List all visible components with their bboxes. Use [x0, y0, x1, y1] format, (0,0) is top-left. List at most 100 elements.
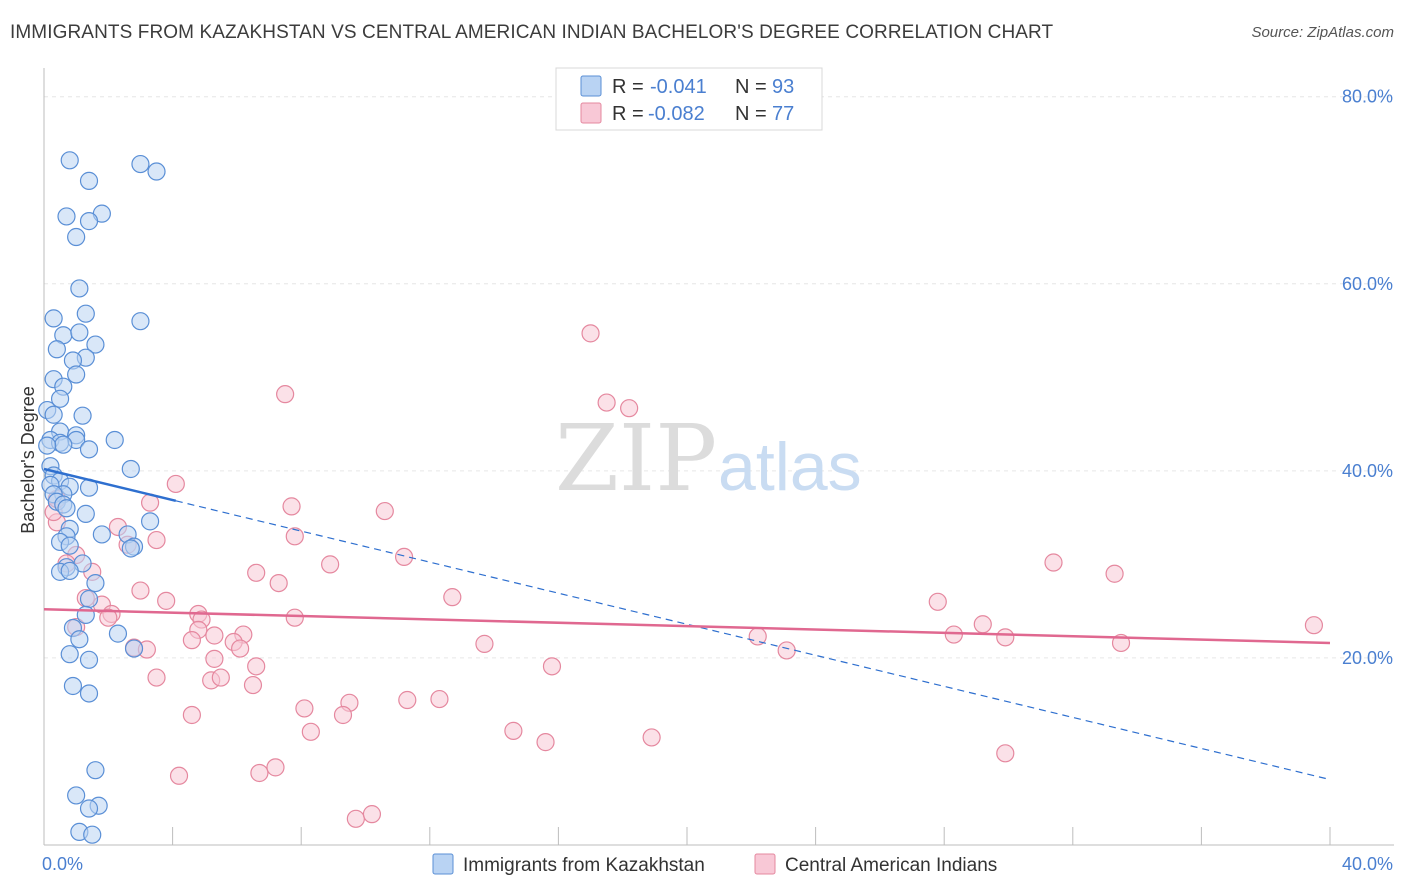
- blue-point-64: [108, 624, 128, 643]
- pink-point-57: [536, 733, 555, 752]
- y-tick-label-3: 80.0%: [1342, 87, 1393, 107]
- pink-point-51: [398, 690, 417, 710]
- blue-point-70: [79, 684, 99, 703]
- legend-r-label-blue: R =: [612, 76, 644, 98]
- legend-r-value-pink: -0.082: [648, 103, 705, 125]
- pink-point-67: [944, 625, 963, 644]
- pink-point-17: [394, 547, 414, 567]
- pink-point-60: [250, 763, 269, 783]
- blue-point-46: [76, 504, 95, 523]
- pink-point-23: [443, 588, 462, 607]
- pink-point-21: [269, 573, 288, 593]
- y-tick-labels: 20.0% 40.0% 60.0% 80.0%: [1342, 87, 1393, 668]
- blue-point-74: [79, 799, 99, 818]
- legend-bottom-swatch-pink: [754, 853, 776, 875]
- pink-point-68: [973, 615, 992, 634]
- pink-point-58: [642, 728, 661, 747]
- series-central-american-indians: [44, 324, 1324, 828]
- pink-point-40: [231, 639, 250, 658]
- trend-line-pink: [43, 608, 1331, 645]
- blue-point-65: [70, 630, 89, 649]
- pink-point-3: [276, 385, 295, 404]
- pink-point-12: [285, 527, 304, 546]
- blue-point-13: [70, 323, 89, 342]
- pink-point-13: [147, 530, 166, 550]
- pink-point-52: [430, 689, 449, 709]
- blue-point-72: [67, 786, 86, 805]
- blue-point-15: [47, 340, 66, 359]
- pink-point-56: [504, 721, 523, 740]
- legend-swatch-pink: [580, 102, 602, 124]
- blue-point-35: [121, 459, 140, 479]
- legend-bottom-label-pink: Central American Indians: [785, 855, 997, 876]
- pink-point-36: [182, 631, 201, 650]
- trend-line-blue-solid: [43, 467, 177, 503]
- legend-n-value-pink: 77: [772, 103, 794, 125]
- pink-point-71: [777, 641, 796, 660]
- blue-point-31: [79, 440, 99, 459]
- x-minor-ticks: [43, 827, 1331, 845]
- blue-point-61: [79, 589, 99, 609]
- pink-point-59: [169, 766, 189, 785]
- pink-point-69: [996, 628, 1015, 647]
- pink-point-65: [1044, 553, 1063, 572]
- pink-point-53: [182, 705, 201, 725]
- pink-point-34: [205, 626, 224, 645]
- blue-point-9: [76, 304, 95, 323]
- legend-n-value-blue: 93: [772, 76, 794, 98]
- pink-point-18: [321, 555, 340, 574]
- y-tick-label-0: 20.0%: [1342, 648, 1393, 668]
- watermark-zip: ZIP: [555, 405, 717, 512]
- pink-point-66: [1105, 564, 1124, 583]
- blue-point-18: [67, 365, 86, 384]
- pink-point-2: [620, 399, 639, 418]
- watermark-atlas: atlas: [718, 429, 862, 505]
- blue-point-32: [38, 436, 57, 455]
- blue-point-55: [121, 539, 140, 558]
- pink-point-54: [333, 705, 353, 725]
- pink-point-22: [131, 581, 150, 600]
- pink-point-49: [295, 699, 314, 718]
- blue-point-68: [79, 650, 99, 669]
- blue-point-67: [60, 645, 79, 664]
- blue-point-50: [92, 525, 111, 544]
- blue-point-71: [86, 761, 105, 780]
- chart-title: IMMIGRANTS FROM KAZAKHSTAN VS CENTRAL AM…: [10, 22, 1054, 43]
- grid-lines: [44, 96, 1394, 659]
- pink-point-7: [375, 501, 394, 521]
- legend-swatch-blue: [580, 75, 602, 97]
- pink-point-41: [475, 634, 494, 653]
- legend-n-label-pink: N =: [735, 103, 767, 125]
- trend-line-blue-dashed: [175, 500, 1331, 781]
- blue-point-1: [79, 171, 99, 190]
- blue-point-69: [63, 676, 83, 696]
- series-immigrants-from-kazakhstan: [38, 151, 166, 844]
- x-tick-label-0: 0.0%: [42, 854, 83, 874]
- legend-bottom-swatch-blue: [432, 853, 454, 875]
- blue-point-4: [57, 207, 76, 226]
- y-tick-label-2: 60.0%: [1342, 274, 1393, 294]
- blue-point-66: [124, 639, 144, 658]
- blue-point-24: [73, 406, 92, 425]
- source-credit: Source: ZipAtlas.com: [1251, 24, 1394, 41]
- trend-lines: [43, 467, 1331, 781]
- pink-point-6: [282, 497, 301, 516]
- x-tick-label-1: 40.0%: [1342, 854, 1393, 874]
- blue-point-10: [44, 309, 63, 328]
- blue-point-3: [147, 162, 166, 181]
- blue-point-11: [131, 312, 150, 331]
- pink-point-20: [247, 563, 266, 582]
- blue-point-0: [60, 151, 79, 170]
- pink-point-29: [285, 608, 304, 627]
- pink-point-47: [211, 668, 230, 687]
- blue-point-23: [44, 405, 63, 424]
- y-tick-label-1: 40.0%: [1342, 461, 1393, 481]
- blue-point-6: [79, 212, 99, 231]
- pink-point-63: [362, 805, 382, 824]
- pink-point-43: [247, 657, 266, 676]
- blue-point-14: [86, 335, 105, 354]
- blue-point-76: [83, 825, 102, 844]
- pink-point-1: [597, 393, 616, 412]
- legend-n-label-blue: N =: [735, 76, 767, 98]
- legend-bottom: Immigrants from Kazakhstan Central Ameri…: [432, 853, 997, 876]
